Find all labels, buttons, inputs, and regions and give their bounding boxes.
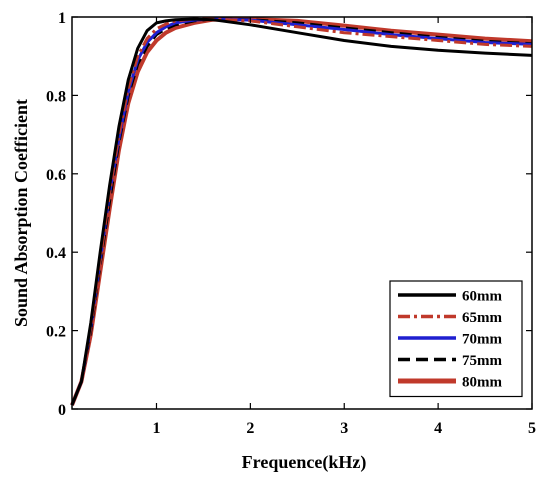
y-tick-label: 0.8 — [46, 88, 66, 105]
legend: 60mm 65mm 70mm 75mm 80mm — [389, 280, 523, 398]
y-axis-label: Sound Absorption Coefficient — [11, 99, 31, 327]
y-tick-label: 1 — [58, 10, 66, 27]
y-tick-label: 0.6 — [46, 167, 66, 184]
x-tick-label: 4 — [434, 420, 442, 437]
x-tick-label: 2 — [246, 420, 254, 437]
plot-area — [70, 17, 533, 406]
legend-label: 65mm — [462, 310, 502, 326]
y-tick-label: 0.4 — [46, 245, 66, 262]
series-line-80mm — [70, 17, 533, 406]
series-line-60mm — [70, 17, 533, 406]
y-tick-label: 0 — [58, 402, 66, 419]
plot-frame — [71, 16, 533, 410]
legend-label: 80mm — [462, 375, 502, 391]
legend-label: 75mm — [462, 353, 502, 369]
legend-label: 70mm — [462, 332, 502, 348]
x-tick-label: 1 — [152, 420, 160, 437]
axes: 1 2 3 4 5 0 0.2 0.4 0.6 0.8 1 — [46, 10, 536, 437]
x-axis-label: Frequence(kHz) — [242, 452, 367, 473]
y-tick-label: 0.2 — [46, 324, 66, 341]
legend-label: 60mm — [462, 289, 502, 305]
x-tick-label: 5 — [528, 420, 536, 437]
x-tick-label: 3 — [340, 420, 348, 437]
